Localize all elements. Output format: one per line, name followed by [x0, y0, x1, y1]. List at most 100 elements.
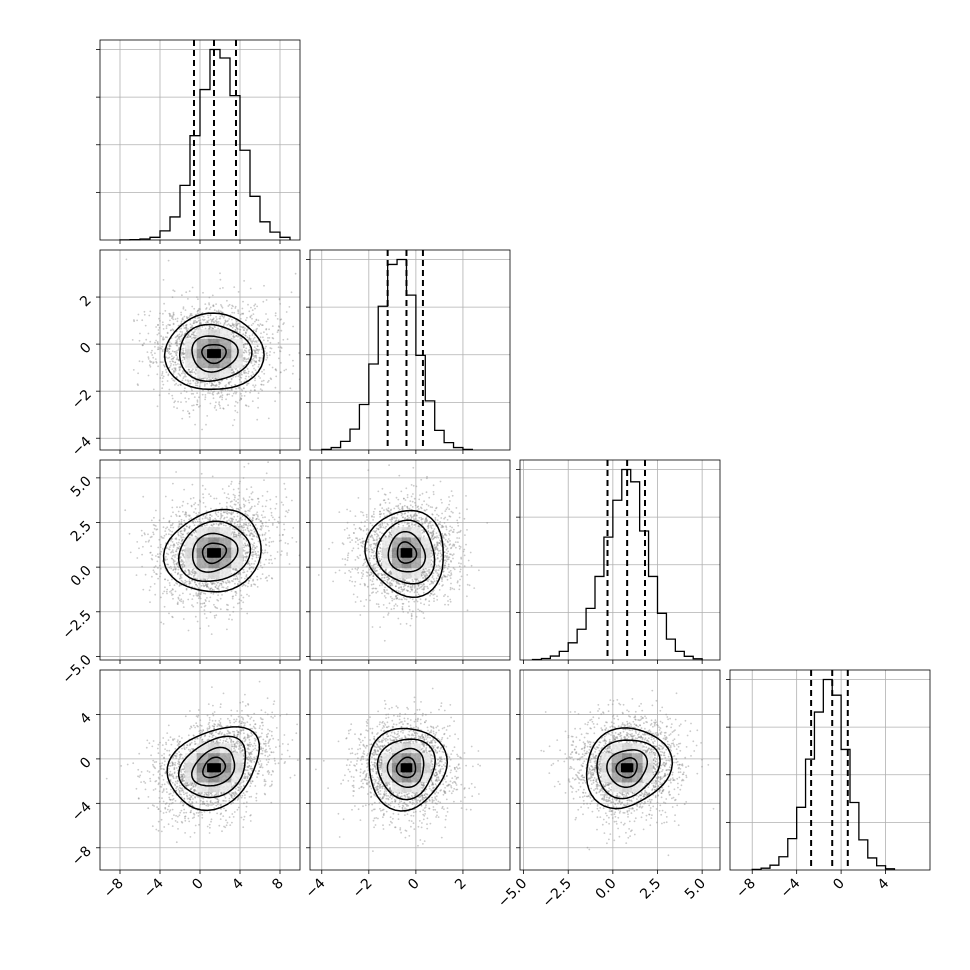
sample-point — [426, 570, 428, 572]
sample-point — [180, 540, 183, 543]
sample-point — [235, 391, 238, 393]
sample-point — [204, 505, 207, 508]
sample-point — [268, 558, 271, 561]
sample-point — [194, 529, 197, 532]
sample-point — [168, 356, 171, 359]
sample-point — [230, 517, 233, 520]
sample-point — [231, 506, 233, 509]
sample-point — [194, 615, 197, 618]
sample-point — [389, 582, 392, 585]
sample-point — [275, 495, 278, 498]
sample-point — [232, 512, 235, 514]
panel-frame — [729, 669, 931, 871]
sample-point — [428, 600, 431, 603]
sample-point — [175, 582, 178, 584]
density-cell — [219, 358, 232, 369]
sample-point — [252, 579, 255, 582]
sample-point — [423, 530, 426, 533]
sample-point — [250, 486, 253, 488]
sample-point — [187, 629, 190, 632]
sample-point — [265, 320, 268, 323]
sample-point — [201, 525, 204, 528]
sample-point — [223, 516, 226, 519]
sample-point — [397, 507, 400, 510]
sample-point — [239, 328, 241, 331]
sample-point — [444, 516, 447, 519]
sample-point — [160, 567, 162, 570]
sample-point — [252, 535, 254, 538]
sample-point — [180, 401, 182, 403]
sample-point — [243, 504, 246, 507]
sample-point — [280, 501, 283, 504]
sample-point — [388, 513, 391, 515]
sample-point — [230, 512, 233, 514]
sample-point — [171, 557, 174, 560]
sample-point — [178, 523, 181, 526]
sample-point — [179, 515, 181, 517]
sample-point — [237, 387, 240, 389]
sample-point — [238, 322, 240, 325]
sample-point — [188, 368, 190, 371]
sample-point — [189, 335, 192, 338]
sample-point — [172, 544, 175, 547]
sample-point — [163, 605, 166, 608]
sample-point — [175, 471, 178, 473]
sample-point — [255, 348, 258, 350]
sample-point — [232, 334, 235, 337]
y-tick-label: 2 — [77, 293, 95, 311]
sample-point — [286, 511, 289, 514]
sample-point — [155, 528, 158, 531]
sample-point — [199, 597, 202, 600]
sample-point — [246, 527, 249, 530]
sample-point — [246, 382, 249, 385]
sample-point — [181, 539, 183, 542]
density-cell — [231, 537, 243, 548]
density-cell — [185, 547, 197, 559]
sample-point — [183, 358, 186, 361]
sample-point — [413, 514, 416, 517]
sample-point — [196, 520, 199, 523]
sample-point — [243, 522, 245, 525]
sample-point — [250, 360, 253, 363]
sample-point — [190, 534, 193, 537]
sample-point — [216, 392, 219, 395]
sample-point — [242, 326, 245, 328]
sample-point — [264, 537, 267, 540]
sample-point — [255, 330, 257, 333]
sample-point — [242, 371, 245, 373]
sample-point — [156, 333, 159, 336]
sample-point — [180, 600, 183, 603]
sample-point — [191, 569, 194, 572]
sample-point — [206, 378, 208, 380]
sample-point — [261, 534, 264, 537]
sample-point — [246, 534, 248, 537]
sample-point — [162, 537, 165, 539]
sample-point — [222, 586, 225, 589]
sample-point — [268, 363, 271, 366]
sample-point — [396, 513, 399, 516]
sample-point — [175, 340, 178, 342]
sample-point — [240, 388, 243, 391]
sample-point — [198, 518, 201, 521]
sample-point — [253, 346, 256, 348]
sample-point — [223, 511, 225, 514]
sample-point — [192, 333, 195, 336]
sample-point — [181, 550, 184, 552]
sample-point — [244, 334, 247, 336]
sample-point — [203, 585, 205, 588]
sample-point — [149, 340, 152, 343]
sample-point — [132, 369, 135, 371]
sample-point — [170, 557, 173, 560]
sample-point — [233, 419, 236, 421]
sample-point — [248, 567, 251, 570]
sample-point — [147, 540, 150, 543]
sample-point — [253, 514, 255, 517]
sample-point — [164, 558, 167, 561]
sample-point — [370, 571, 372, 574]
sample-point — [243, 571, 246, 574]
sample-point — [213, 614, 216, 617]
sample-point — [187, 570, 190, 572]
sample-point — [255, 554, 258, 557]
sample-point — [244, 369, 247, 372]
sample-point — [223, 323, 226, 325]
